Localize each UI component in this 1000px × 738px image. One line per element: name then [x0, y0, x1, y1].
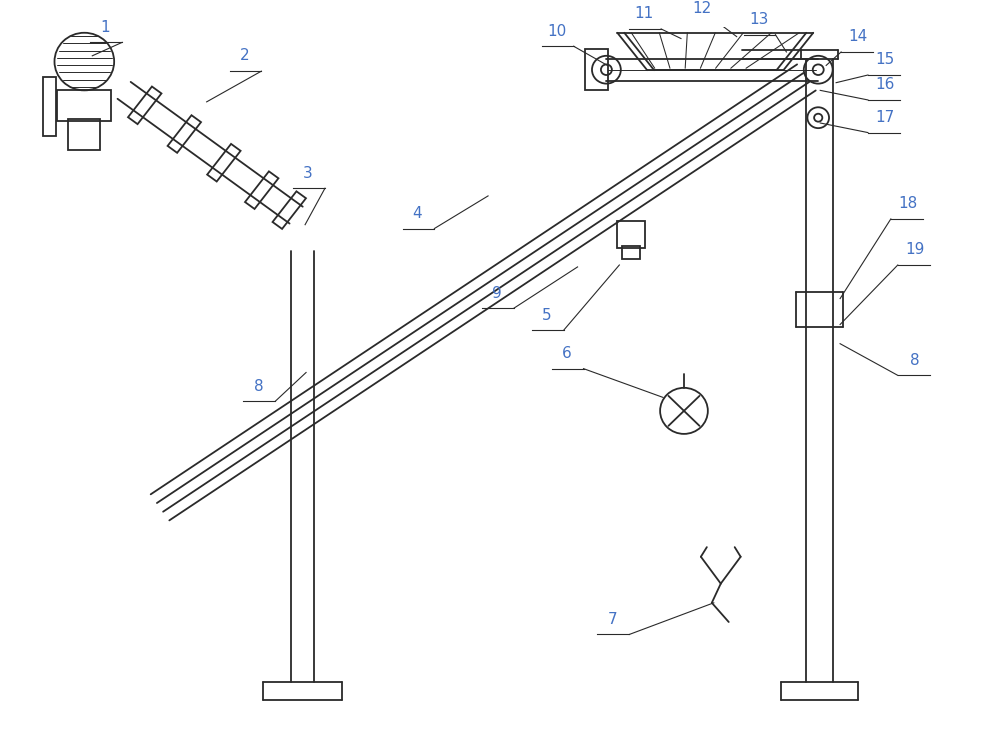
Polygon shape	[245, 171, 278, 209]
Text: 16: 16	[875, 77, 895, 92]
Text: 18: 18	[898, 196, 917, 211]
Text: 2: 2	[240, 49, 249, 63]
Bar	[68, 119, 100, 150]
Text: 17: 17	[875, 110, 894, 125]
Bar	[43, 77, 56, 137]
Text: 1: 1	[100, 20, 110, 35]
Text: 9: 9	[492, 286, 502, 300]
Text: 14: 14	[848, 30, 868, 44]
Polygon shape	[207, 144, 241, 182]
Bar	[617, 221, 645, 248]
Text: 4: 4	[413, 206, 422, 221]
Text: 8: 8	[254, 379, 263, 393]
Text: 10: 10	[547, 24, 566, 38]
Text: 3: 3	[303, 165, 313, 181]
Text: 6: 6	[562, 346, 572, 361]
Polygon shape	[168, 115, 201, 153]
Text: 13: 13	[749, 12, 768, 27]
Text: 5: 5	[542, 308, 552, 323]
Bar	[622, 246, 640, 259]
Text: 19: 19	[905, 242, 924, 258]
Bar	[585, 49, 608, 90]
Polygon shape	[273, 191, 306, 229]
Text: 12: 12	[692, 1, 711, 15]
Polygon shape	[128, 86, 161, 124]
Text: 8: 8	[910, 353, 919, 368]
Bar	[57, 90, 111, 121]
Text: 7: 7	[608, 612, 617, 627]
Text: 11: 11	[635, 6, 654, 21]
Text: 15: 15	[875, 52, 894, 67]
